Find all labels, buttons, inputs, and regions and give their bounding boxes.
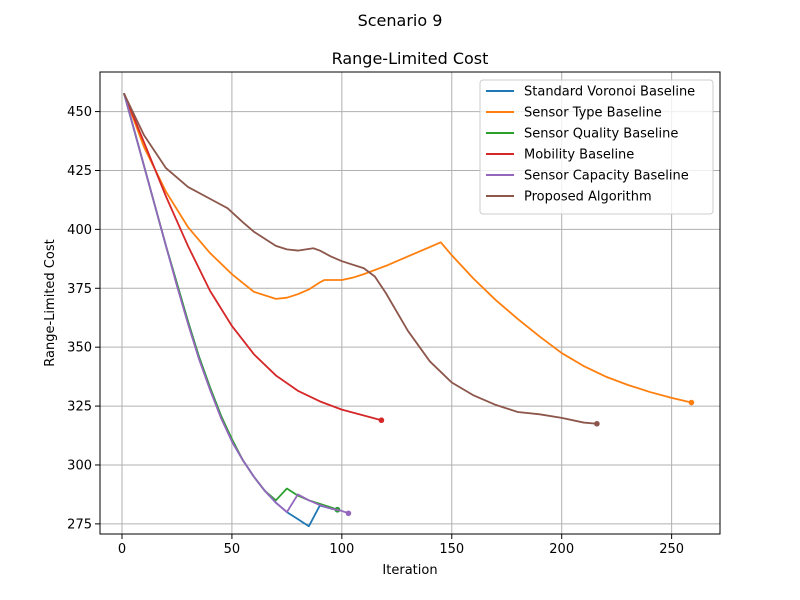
series-end-marker-1	[688, 399, 695, 406]
series-line-4	[123, 93, 350, 515]
y-tick-label: 425	[67, 164, 92, 179]
series-line-1	[123, 93, 693, 404]
series-end-marker-5	[594, 420, 600, 427]
y-tick-label: 375	[67, 282, 92, 297]
series-layer	[123, 93, 695, 528]
legend-label-5: Proposed Algorithm	[524, 190, 652, 205]
y-tick-label: 275	[67, 517, 92, 532]
axis-ticks: 0 50 100 150 200 250 275 300 325 350 375 400 425 450	[67, 105, 684, 557]
series-line-5	[123, 93, 598, 425]
y-tick-label: 350	[67, 341, 92, 356]
legend-label-4: Sensor Capacity Baseline	[524, 169, 689, 184]
x-tick-label: 100	[329, 542, 354, 557]
plot-frame	[99, 71, 721, 535]
legend-label-0: Standard Voronoi Baseline	[524, 85, 695, 100]
series-end-marker-3	[378, 417, 385, 424]
x-tick-label: 150	[439, 542, 464, 557]
x-tick-label: 0	[118, 542, 126, 557]
legend-label-3: Mobility Baseline	[524, 148, 634, 163]
legend-label-1: Sensor Type Baseline	[524, 106, 662, 121]
y-axis-label: Range-Limited Cost	[43, 239, 58, 366]
legend: Standard Voronoi Baseline Sensor Type Bas…	[479, 79, 714, 215]
legend-label-2: Sensor Quality Baseline	[524, 127, 678, 142]
chart-title: Range-Limited Cost	[332, 49, 489, 68]
y-tick-label: 450	[67, 105, 92, 120]
y-tick-label: 400	[67, 223, 92, 238]
x-tick-label: 200	[549, 542, 574, 557]
y-tick-label: 325	[67, 400, 92, 415]
x-tick-label: 50	[224, 542, 241, 557]
x-axis-label: Iteration	[382, 563, 437, 578]
series-end-marker-4	[345, 510, 352, 517]
figure-title: Scenario 9	[358, 11, 443, 30]
x-tick-label: 250	[659, 542, 684, 557]
grid-lines	[100, 72, 720, 534]
series-line-3	[123, 93, 383, 422]
legend-box	[479, 79, 714, 215]
y-tick-label: 300	[67, 458, 92, 473]
